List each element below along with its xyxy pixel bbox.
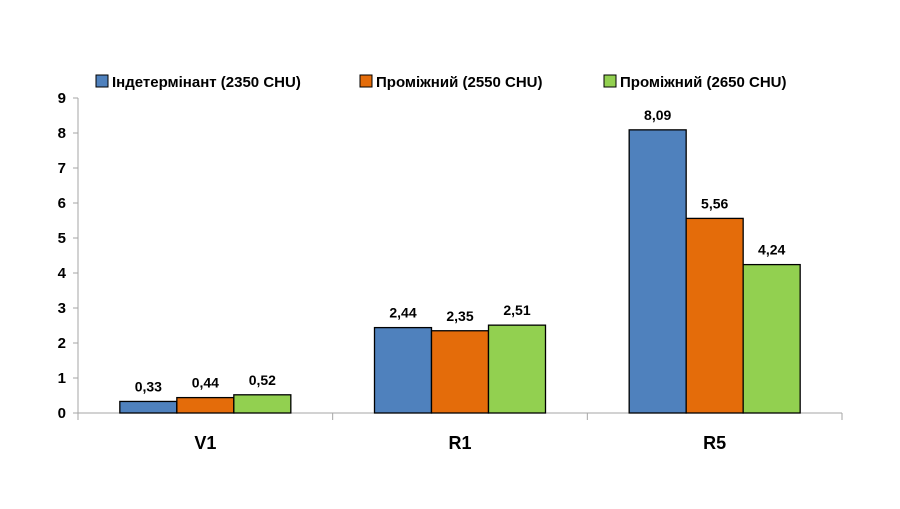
y-axis: 0 1 2 3 4 5 6 7 8 9 [58, 90, 79, 422]
y-tick-label: 4 [58, 265, 67, 282]
bar-value-label: 2,51 [503, 302, 530, 318]
y-tick-label: 2 [58, 335, 66, 352]
y-tick-label: 3 [58, 300, 66, 317]
bar [628, 129, 687, 414]
legend-swatch [359, 74, 373, 88]
legend: Індетермінант (2350 CHU) Проміжний (2550 … [95, 74, 787, 91]
legend-label: Індетермінант (2350 CHU) [112, 74, 301, 91]
y-tick-label: 9 [58, 90, 66, 107]
bars [119, 129, 801, 414]
x-axis: V1 R1 R5 [77, 412, 843, 453]
y-tick-label: 8 [58, 125, 66, 142]
bar [685, 217, 744, 414]
bar-value-label: 0,44 [192, 375, 219, 391]
y-tick-label: 7 [58, 160, 66, 177]
y-tick-label: 5 [58, 230, 66, 247]
x-category-label: V1 [194, 433, 216, 453]
y-tick-label: 6 [58, 195, 66, 212]
bar [430, 330, 490, 414]
legend-label: Проміжний (2650 CHU) [620, 74, 787, 91]
legend-swatch [95, 74, 109, 88]
bar [176, 396, 235, 414]
bar [119, 400, 178, 414]
y-tick-label: 0 [58, 405, 66, 422]
x-category-label: R1 [448, 433, 471, 453]
bar-value-label: 5,56 [701, 195, 728, 211]
bar-value-label: 2,44 [389, 305, 416, 321]
bar-value-label: 0,33 [135, 378, 162, 394]
data-labels: 0,33 0,44 0,52 2,44 2,35 2,51 8,09 5,56 4,24 [135, 107, 786, 395]
x-category-label: R5 [703, 433, 726, 453]
bar-value-label: 2,35 [446, 308, 473, 324]
legend-label: Проміжний (2550 CHU) [376, 74, 543, 91]
bar-value-label: 4,24 [758, 242, 785, 258]
y-tick-label: 1 [58, 370, 66, 387]
bar [233, 394, 292, 414]
legend-swatch [603, 74, 617, 88]
bar-value-label: 0,52 [249, 372, 276, 388]
bar [373, 326, 433, 414]
bar [487, 324, 547, 414]
bar [742, 263, 801, 414]
bar-value-label: 8,09 [644, 107, 671, 123]
